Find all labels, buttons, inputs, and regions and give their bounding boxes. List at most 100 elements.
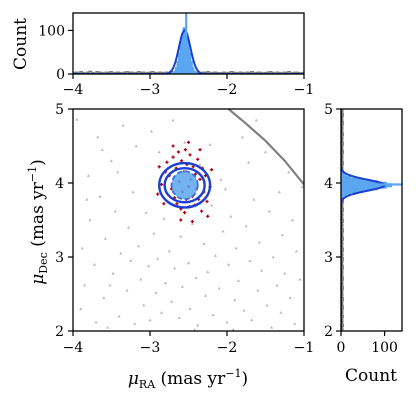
background-star — [298, 277, 302, 281]
background-star — [125, 288, 129, 292]
top-ytick-label: 100 — [38, 23, 65, 39]
background-star — [111, 271, 115, 275]
background-star — [131, 190, 135, 194]
member-star — [198, 148, 202, 152]
background-star — [102, 296, 106, 299]
background-star — [88, 218, 92, 222]
member-star — [186, 140, 191, 144]
background-star — [188, 307, 192, 311]
background-star — [183, 140, 187, 144]
right-ytick-label: 4 — [324, 176, 333, 192]
background-star — [170, 299, 174, 303]
background-star — [208, 143, 212, 146]
background-star — [198, 163, 202, 166]
member-star — [183, 148, 188, 152]
background-star — [280, 233, 284, 237]
top-member-histogram — [161, 27, 208, 74]
member-star — [176, 150, 181, 154]
background-star — [108, 283, 112, 287]
member-star — [171, 144, 175, 148]
right-histogram-plot-area — [341, 109, 402, 331]
confidence-ellipse — [158, 161, 212, 209]
background-star — [193, 328, 197, 331]
background-star — [187, 261, 190, 265]
background-star — [167, 249, 171, 253]
member-star — [156, 192, 160, 196]
background-star — [237, 279, 241, 282]
background-star — [173, 266, 177, 270]
member-star — [183, 211, 187, 215]
top-ytick-label: 0 — [56, 67, 65, 83]
background-star — [190, 222, 194, 225]
background-star — [171, 118, 175, 122]
background-star — [219, 177, 223, 181]
background-star — [93, 262, 97, 266]
background-star — [83, 283, 87, 287]
main-xtick-label: −3 — [140, 340, 161, 356]
background-star — [221, 229, 225, 233]
background-star — [94, 320, 98, 324]
top-histogram-ylabel: Count — [11, 18, 31, 70]
background-star — [217, 286, 221, 290]
xlabel-sub: RA — [139, 378, 156, 391]
background-star — [234, 246, 238, 250]
xlabel-units: (mas yr — [155, 369, 226, 389]
background-star — [287, 170, 291, 174]
background-star — [202, 242, 206, 245]
top-xtick-label: −2 — [217, 82, 238, 98]
member-star — [196, 157, 200, 161]
background-star — [247, 160, 251, 164]
background-star — [293, 322, 297, 325]
background-star — [270, 325, 274, 329]
background-star — [142, 303, 146, 307]
background-star — [229, 214, 233, 218]
confidence-ellipse — [163, 166, 206, 204]
background-star — [275, 283, 279, 287]
ylabel-units: (mas yr — [28, 181, 48, 252]
background-star — [290, 218, 294, 222]
background-star — [134, 144, 138, 148]
member-star — [210, 168, 214, 172]
background-star — [203, 293, 207, 297]
member-star — [206, 214, 210, 218]
background-star — [79, 307, 83, 311]
background-star — [156, 256, 160, 260]
background-star — [177, 316, 181, 319]
background-star — [148, 318, 152, 322]
member-star — [179, 218, 183, 222]
background-star — [86, 174, 90, 177]
background-star — [210, 203, 214, 207]
member-star — [162, 202, 166, 206]
background-star — [179, 234, 183, 238]
background-star — [244, 224, 248, 228]
top-histogram-frame — [72, 12, 305, 75]
right-xtick-label: 100 — [371, 340, 398, 356]
member-star — [193, 172, 198, 176]
background-star — [264, 150, 267, 154]
background-star — [157, 150, 161, 154]
xlabel-close: ) — [242, 369, 249, 389]
background-star — [294, 249, 298, 253]
top-histogram-plot-area — [73, 13, 304, 74]
ylabel-sub: Dec — [37, 252, 50, 274]
ylabel-exp: −1 — [26, 166, 39, 182]
member-star — [175, 202, 179, 206]
boundary-curve — [227, 109, 304, 186]
background-star — [85, 197, 89, 201]
background-star — [160, 311, 164, 314]
right-ytick-label: 2 — [324, 324, 333, 340]
member-star — [199, 209, 204, 213]
background-star — [180, 285, 184, 288]
main-scatter-ylabel: μDec (mas yr−1) — [26, 159, 50, 285]
main-scatter-plot-area — [75, 109, 304, 331]
background-star — [129, 259, 133, 262]
background-star — [213, 254, 217, 257]
top-xtick-label: −4 — [63, 82, 84, 98]
background-star — [279, 311, 283, 314]
background-star — [257, 240, 261, 244]
member-star — [205, 199, 209, 204]
background-star — [119, 251, 123, 255]
background-star — [126, 225, 130, 229]
right-ytick-label: 5 — [324, 102, 333, 118]
